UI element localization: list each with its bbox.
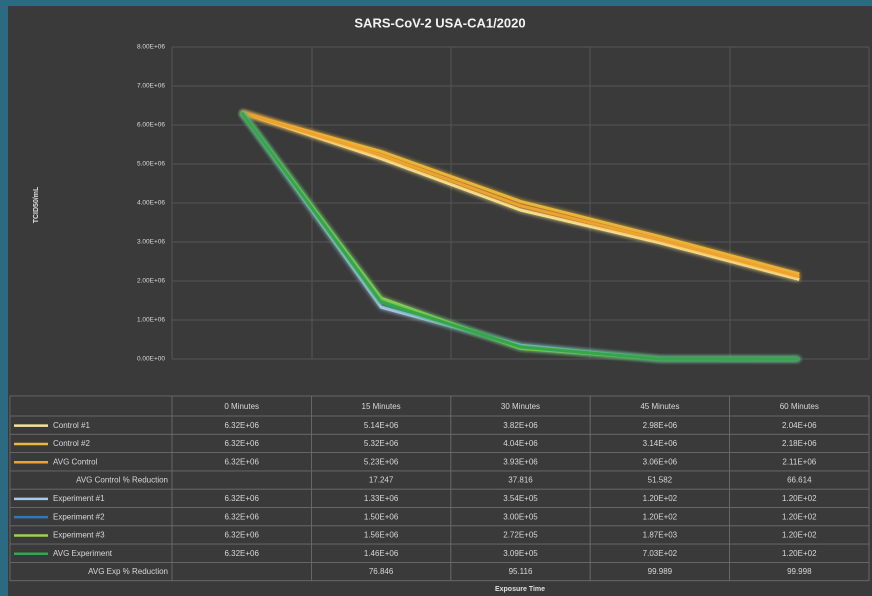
header-label: 60 Minutes [780, 402, 819, 411]
table-value: 3.54E+05 [503, 494, 538, 503]
legend-label: Experiment #2 [53, 512, 105, 521]
table-value: 1.20E+02 [782, 512, 817, 521]
series-line [241, 111, 800, 281]
x-axis-title: Exposure Time [495, 586, 545, 593]
table-value: 66.614 [787, 476, 812, 485]
table-background [9, 395, 870, 582]
legend-label: AVG Control [53, 457, 98, 466]
y-tick-label: 0.00E+00 [137, 356, 165, 363]
table-value: 76.846 [369, 567, 394, 576]
table-header-blank [9, 395, 173, 417]
header-label: 30 Minutes [501, 402, 540, 411]
y-tick-label: 1.00E+06 [137, 317, 165, 324]
table-value: 2.72E+05 [503, 531, 538, 540]
table-value: 6.32E+06 [224, 512, 259, 521]
table-value: 1.20E+02 [782, 531, 817, 540]
table-value: 1.46E+06 [364, 549, 399, 558]
legend-label: AVG Experiment [53, 549, 113, 558]
table-value: 5.14E+06 [364, 421, 399, 430]
table-value: 2.11E+06 [782, 457, 816, 466]
table-value: 1.87E+03 [643, 531, 678, 540]
table-value: 6.32E+06 [224, 457, 259, 466]
table-value: 3.14E+06 [643, 439, 678, 448]
legend-label: Control #2 [53, 439, 90, 448]
y-tick-label: 6.00E+06 [137, 122, 165, 129]
table-value: 1.33E+06 [364, 494, 399, 503]
table-value: 6.32E+06 [224, 549, 259, 558]
legend-label: Experiment #3 [53, 531, 105, 540]
table-value: 17.247 [369, 476, 394, 485]
y-tick-label: 8.00E+06 [137, 44, 165, 51]
series-line [241, 111, 800, 279]
chart-title: SARS-CoV-2 USA-CA1/2020 [354, 15, 525, 30]
legend-label: Experiment #1 [53, 494, 105, 503]
table-value: 1.56E+06 [364, 531, 399, 540]
y-tick-label: 3.00E+06 [137, 239, 165, 246]
table-value: 3.06E+06 [643, 457, 678, 466]
table-value: 3.00E+05 [503, 512, 538, 521]
table-value: 4.04E+06 [503, 439, 538, 448]
header-label: 0 Minutes [224, 402, 259, 411]
table-value: 2.04E+06 [782, 421, 817, 430]
table-value: 37.816 [508, 476, 533, 485]
y-tick-label: 5.00E+06 [137, 161, 165, 168]
table-value: 95.116 [509, 567, 533, 576]
y-tick-label: 7.00E+06 [137, 83, 165, 90]
table-value: 6.32E+06 [224, 494, 259, 503]
row-label: AVG Control % Reduction [76, 476, 168, 485]
table-value: 1.20E+02 [643, 512, 678, 521]
table-value: 6.32E+06 [224, 421, 259, 430]
header-label: 15 Minutes [362, 402, 401, 411]
table-value: 3.93E+06 [503, 457, 538, 466]
legend-label: Control #1 [53, 421, 90, 430]
y-tick-label: 2.00E+06 [137, 278, 165, 285]
table-value: 6.32E+06 [224, 439, 259, 448]
table-value: 1.20E+02 [782, 494, 817, 503]
table-value: 3.09E+05 [503, 549, 538, 558]
table-value: 6.32E+06 [224, 531, 259, 540]
table-value: 99.998 [787, 567, 812, 576]
y-axis-title: TCID50/mL [33, 186, 40, 223]
table-cell [729, 562, 870, 582]
table-value: 7.03E+02 [643, 549, 678, 558]
header-label: 45 Minutes [640, 402, 679, 411]
table-value: 51.582 [648, 476, 673, 485]
table-value: 3.82E+06 [503, 421, 538, 430]
table-value: 99.989 [648, 567, 673, 576]
table-value: 5.23E+06 [364, 457, 399, 466]
table-value: 1.50E+06 [364, 512, 399, 521]
table-value: 5.32E+06 [364, 439, 399, 448]
y-tick-label: 4.00E+06 [137, 200, 165, 207]
series-line [241, 111, 800, 276]
row-label: AVG Exp % Reduction [88, 567, 168, 576]
table-value: 2.18E+06 [782, 439, 817, 448]
table-value: 1.20E+02 [782, 549, 817, 558]
series-line [240, 111, 800, 361]
table-value: 2.98E+06 [643, 421, 678, 430]
table-value: 1.20E+02 [643, 494, 678, 503]
